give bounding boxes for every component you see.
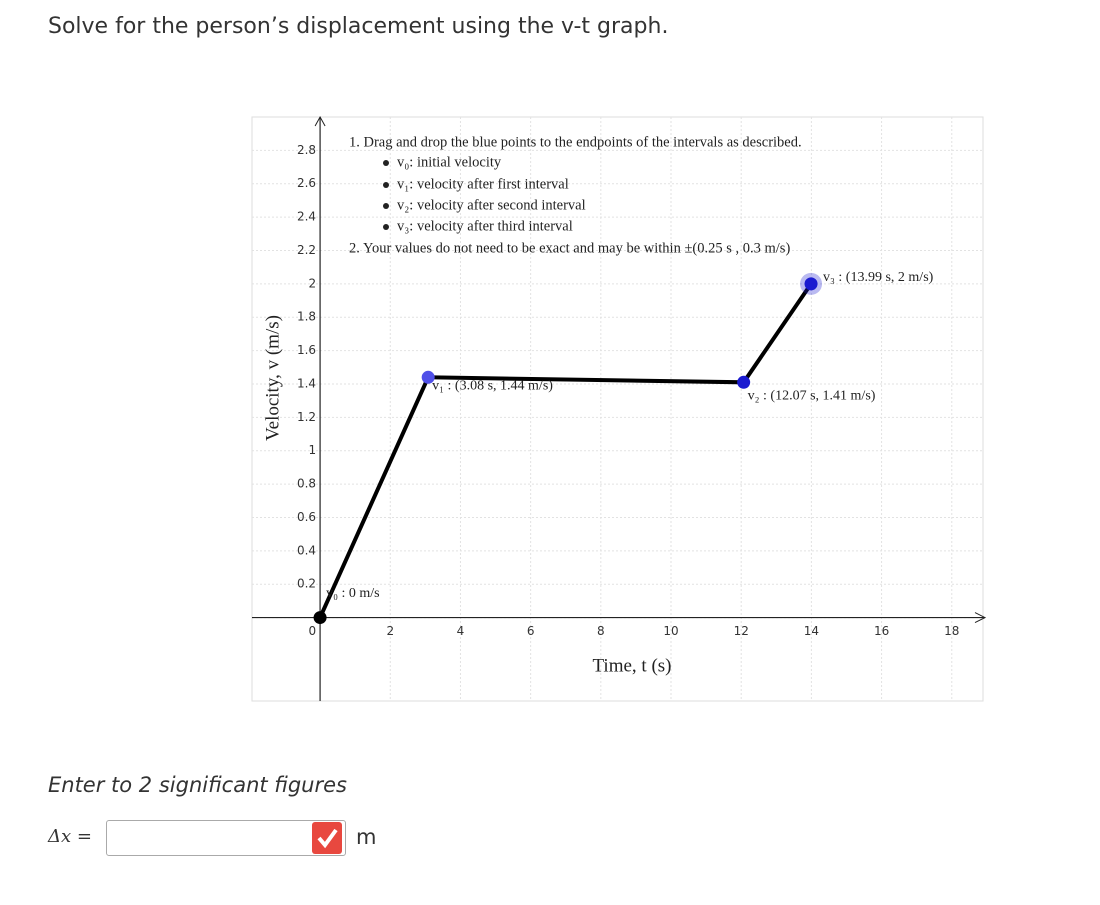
check-icon xyxy=(312,822,342,854)
y-tick-label: 1.6 xyxy=(297,343,316,357)
x-axis-arrow xyxy=(974,612,987,624)
instruction: v₂: velocity after second interval xyxy=(397,197,586,213)
y-tick-label: 0.2 xyxy=(297,577,316,591)
answer-prompt: Enter to 2 significant figures xyxy=(48,773,347,797)
y-tick-label: 2.6 xyxy=(297,176,316,190)
point-label: v₂ : (12.07 s, 1.41 m/s) xyxy=(748,389,876,404)
y-tick-label: 1 xyxy=(308,443,316,457)
point xyxy=(421,370,435,384)
answer-variable: Δx = xyxy=(48,826,92,847)
x-tick-label: 8 xyxy=(597,624,605,638)
x-tick-label: 12 xyxy=(734,624,749,638)
x-tick-label: 10 xyxy=(663,624,678,638)
x-tick-label: 16 xyxy=(874,624,889,638)
bullet xyxy=(383,182,389,188)
velocity-line xyxy=(318,282,813,619)
instruction: 2. Your values do not need to be exact a… xyxy=(349,240,790,256)
y-tick-label: 1.4 xyxy=(297,376,316,390)
point xyxy=(737,375,751,389)
vt-graph: 2 4 6 8 10 12 14 16 18 0 0.2 0.4 0.6 0.8 1 1.2 1.4 1.6 1.8… xyxy=(251,115,987,702)
y-axis-label: Velocity, v (m/s) xyxy=(262,315,283,441)
y-tick-label: 2.2 xyxy=(297,243,316,257)
y-tick-label: 1.2 xyxy=(297,410,316,424)
instruction: v₀: initial velocity xyxy=(397,154,502,170)
x-tick-label: 6 xyxy=(527,624,535,638)
check-mark xyxy=(317,828,338,849)
point-label: v₁ : (3.08 s, 1.44 m/s) xyxy=(432,379,553,394)
point-label: v₃ : (13.99 s, 2 m/s) xyxy=(823,270,934,285)
instruction: v₁: velocity after first interval xyxy=(397,176,569,192)
x-tick-label: 18 xyxy=(944,624,959,638)
y-axis-arrow xyxy=(314,115,326,127)
x-tick-label: 14 xyxy=(804,624,819,638)
bullet xyxy=(383,160,389,166)
y-tick-label: 0.6 xyxy=(297,510,316,524)
y-tick-label: 2.4 xyxy=(297,210,316,224)
instruction: 1. Drag and drop the blue points to the … xyxy=(349,134,802,150)
point xyxy=(313,611,327,625)
instruction: v₃: velocity after third interval xyxy=(397,218,573,234)
answer-unit: m xyxy=(356,825,377,849)
y-tick-label: 0.4 xyxy=(297,543,316,557)
question: Solve for the person’s displacement usin… xyxy=(48,14,669,39)
bullet xyxy=(383,224,389,230)
y-tick-label: 2.8 xyxy=(297,143,316,157)
x-tick-label: 4 xyxy=(457,624,465,638)
y-tick-label: 2 xyxy=(308,276,316,290)
x-tick-label: 2 xyxy=(386,624,394,638)
bullet xyxy=(383,203,389,209)
y-tick-label: 0 xyxy=(308,624,316,638)
y-tick-label: 1.8 xyxy=(297,310,316,324)
x-axis-label: Time, t (s) xyxy=(592,655,671,676)
answer-input[interactable] xyxy=(106,820,346,856)
y-tick-label: 0.8 xyxy=(297,477,316,491)
point xyxy=(804,277,818,291)
graph-frame xyxy=(251,116,984,702)
point-label: v₀ : 0 m/s xyxy=(326,586,380,601)
